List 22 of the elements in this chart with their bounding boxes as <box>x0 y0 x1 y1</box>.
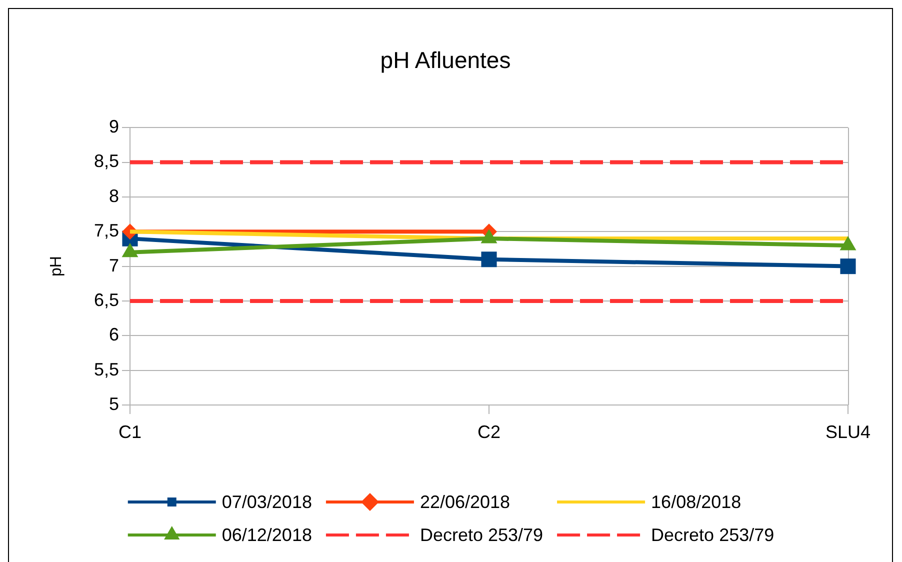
point <box>840 258 856 274</box>
chart-title: pH Afluentes <box>380 47 511 74</box>
y-tick-label: 7,5 <box>94 220 119 241</box>
y-tick-label: 8 <box>108 186 119 206</box>
y-tick-label: 5 <box>108 394 119 414</box>
legend-label: Decreto 253/79 <box>420 524 544 545</box>
y-axis-title: pH <box>48 256 66 277</box>
legend-label: 06/12/2018 <box>222 524 312 545</box>
y-tick-label: 8,5 <box>94 151 119 172</box>
y-tick-label: 7 <box>108 255 119 276</box>
x-tick-label: C2 <box>477 422 501 442</box>
y-tick-label: 6,5 <box>94 290 119 310</box>
x-tick-label: C1 <box>118 422 142 442</box>
legend-label: 22/06/2018 <box>420 492 510 512</box>
point <box>481 252 497 268</box>
y-tick-label: 6 <box>108 324 119 345</box>
x-tick-label: SLU4 <box>825 422 871 442</box>
legend-label: 07/03/2018 <box>222 492 312 512</box>
legend-label: 16/08/2018 <box>651 492 742 512</box>
legend-label: Decreto 253/79 <box>651 524 774 545</box>
y-tick-label: 5,5 <box>94 359 119 380</box>
y-tick-label: 9 <box>108 116 119 137</box>
